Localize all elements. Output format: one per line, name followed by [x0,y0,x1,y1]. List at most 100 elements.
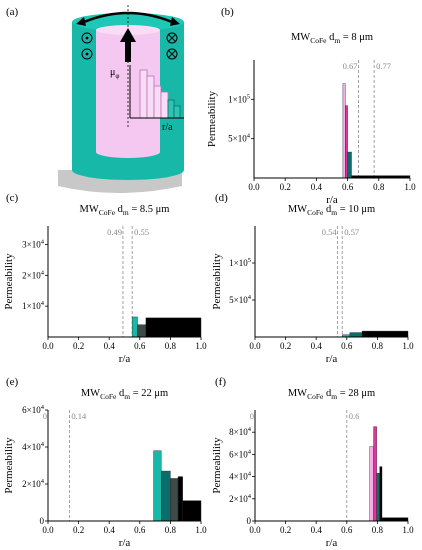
x-tick-label-d-5: 1.0 [402,341,414,351]
bar-f-2 [376,473,380,522]
bar-d-1 [349,332,363,338]
circular-arrow-tail-icon [76,17,86,26]
y-axis-label-c: Permeability [3,253,15,310]
y-axis-label-d: Permeability [211,253,223,310]
x-tick-label-b-3: 0.6 [342,182,354,192]
x-tick-label-b-2: 0.4 [311,182,323,192]
y-tick-label-d-0: 5×104 [229,294,252,305]
ref-label-e-1: 0.14 [71,411,87,421]
bar-d-2 [361,330,409,338]
panel-label-f: (f) [215,376,226,388]
teal-cylinder-bottom [72,160,184,180]
x-tick-label-c-0: 0.0 [42,341,54,351]
ref-label-b-0: 0.67 [343,61,358,71]
up-arrow-icon [120,28,136,42]
y-tick-label-f-2: 4×104 [229,471,252,482]
y-axis-label-e: Permeability [3,437,15,494]
x-tick-label-d-2: 0.4 [311,341,323,351]
y-tick-label-f-1: 2×104 [229,493,252,504]
y-axis-label-b: Permeability [206,90,218,147]
chart-b: (b) MWCoFe dm = 8 μm 0.67 0.77 0.0 0.2 0.4 0.6 0… [206,6,416,206]
bar-c-2 [145,317,202,338]
chart-d: (d) MWCoFe dm = 10 μm 0.54 0.57 0.0 0.2 0.4 0.6… [211,192,414,365]
r-over-a-label: r/a [162,122,173,133]
mu-phi-label: μφ [110,67,119,80]
ref-label-d-1: 0.57 [344,227,359,237]
bar-e-1 [161,470,171,522]
chart-title-c: MWCoFe dm = 8.5 μm [80,204,170,217]
bar-f-3 [379,466,383,522]
x-tick-label-f-5: 1.0 [402,525,414,535]
chart-title-b: MWCoFe dm = 8 μm [291,32,373,45]
x-tick-label-d-4: 0.8 [372,341,384,351]
x-tick-label-b-0: 0.0 [248,182,260,192]
x-tick-label-c-3: 0.6 [134,341,146,351]
panel-label-c: (c) [6,192,19,204]
circular-arrow-head-icon [170,17,180,26]
ref-label-f-0: 0 [250,411,254,421]
bar-c-0 [131,316,138,338]
bar-e-4 [182,500,202,522]
y-tick-label-c-1: 2×104 [22,269,45,280]
x-tick-label-c-1: 0.2 [73,341,84,351]
x-tick-label-b-4: 0.8 [373,182,385,192]
y-tick-label-e-0: 0 [40,516,45,526]
charts-group: (b) MWCoFe dm = 8 μm 0.67 0.77 0.0 0.2 0.4 0.6 0… [3,6,416,549]
panel-label-e: (e) [6,376,19,388]
bar-f-1 [373,426,377,522]
y-tick-label-d-1: 1×105 [229,257,251,268]
x-axis-label-b: r/a [326,194,338,206]
ref-label-e-0: 0 [43,411,47,421]
x-tick-label-f-4: 0.8 [372,525,384,535]
x-tick-label-d-0: 0.0 [249,341,261,351]
y-tick-label-f-3: 6×104 [229,448,252,459]
x-tick-label-c-5: 1.0 [195,341,207,351]
x-tick-label-b-1: 0.2 [280,182,291,192]
x-tick-label-f-2: 0.4 [311,525,323,535]
pink-core-bottom [96,146,160,158]
chart-title-d: MWCoFe dm = 10 μm [288,204,375,217]
cross-circle-icon [166,32,178,60]
ref-label-f-1: 0.6 [349,411,360,421]
x-axis-label-e: r/a [119,537,131,549]
bar-e-0 [153,450,162,522]
chart-title-f: MWCoFe dm = 28 μm [288,388,375,401]
y-tick-label-e-2: 4×104 [22,441,45,452]
y-tick-label-c-0: 1×104 [22,300,45,311]
panel-label-b: (b) [221,6,234,18]
x-tick-label-f-0: 0.0 [249,525,261,535]
x-tick-label-e-0: 0.0 [42,525,54,535]
panel-label-d: (d) [215,192,228,204]
inset-histogram [129,65,184,119]
bar-f-0 [369,446,374,522]
chart-title-e: MWCoFe dm = 22 μm [81,388,168,401]
x-tick-label-e-1: 0.2 [73,525,84,535]
x-tick-label-d-1: 0.2 [280,341,291,351]
x-axis-label-f: r/a [326,537,338,549]
y-tick-label-b-0: 5×104 [228,133,251,144]
y-axis-label-f: Permeability [211,437,223,494]
x-tick-label-b-5: 1.0 [404,182,416,192]
x-axis-label-c: r/a [119,353,131,365]
y-tick-label-e-1: 2×104 [22,478,45,489]
x-tick-label-e-5: 1.0 [195,525,207,535]
y-tick-label-e-3: 6×104 [22,404,45,415]
x-tick-label-f-3: 0.6 [341,525,353,535]
x-tick-label-e-3: 0.6 [134,525,146,535]
dot-circle-icon [81,32,93,60]
chart-c: (c) MWCoFe dm = 8.5 μm 0.49 0.55 0.0 0.2 0.4 0.… [3,192,207,365]
y-tick-label-c-2: 3×104 [22,239,45,250]
chart-f: (f) MWCoFe dm = 28 μm 0 0.6 0.0 0.2 0.4 0.6 0.8 1… [211,376,414,549]
ref-label-b-1: 0.77 [376,61,391,71]
chart-e: (e) MWCoFe dm = 22 μm 0 0.14 0.0 0.2 0.4 0.6 0.8… [3,376,207,549]
up-arrow-shaft [125,40,131,62]
bar-b-1 [345,105,348,179]
x-tick-label-f-1: 0.2 [280,525,291,535]
bar-c-1 [137,324,147,338]
ref-label-d-0: 0.54 [322,227,338,237]
x-tick-label-e-2: 0.4 [104,525,116,535]
ref-label-c-0: 0.49 [107,227,122,237]
bar-e-3 [177,476,183,522]
y-tick-label-f-4: 8×104 [229,426,252,437]
